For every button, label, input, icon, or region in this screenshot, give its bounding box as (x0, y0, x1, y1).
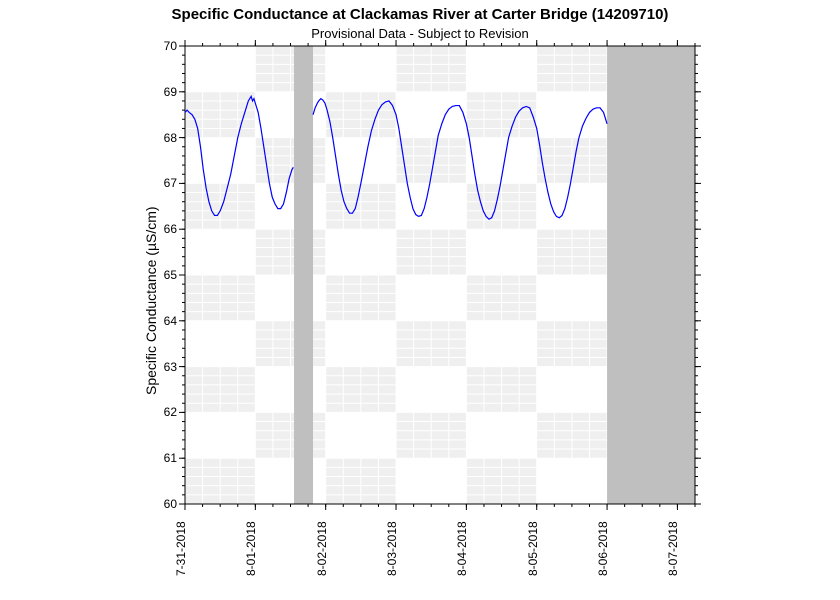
y-tick-label: 68 (155, 131, 177, 145)
y-tick-label: 63 (155, 360, 177, 374)
x-tick-label: 7-31-2018 (174, 521, 188, 576)
chart-container: Specific Conductance at Clackamas River … (0, 0, 840, 600)
chart-plot (0, 0, 840, 600)
x-tick-label: 8-04-2018 (455, 521, 469, 576)
x-tick-label: 8-03-2018 (385, 521, 399, 576)
x-tick-label: 8-01-2018 (244, 521, 258, 576)
y-tick-label: 70 (155, 39, 177, 53)
x-tick-label: 8-06-2018 (596, 521, 610, 576)
x-tick-label: 8-02-2018 (315, 521, 329, 576)
y-tick-label: 69 (155, 85, 177, 99)
x-tick-label: 8-05-2018 (526, 521, 540, 576)
y-tick-label: 62 (155, 405, 177, 419)
y-tick-label: 67 (155, 176, 177, 190)
y-tick-label: 61 (155, 451, 177, 465)
y-tick-label: 65 (155, 268, 177, 282)
y-tick-label: 66 (155, 222, 177, 236)
x-tick-label: 8-07-2018 (666, 521, 680, 576)
y-tick-label: 64 (155, 314, 177, 328)
y-tick-label: 60 (155, 497, 177, 511)
